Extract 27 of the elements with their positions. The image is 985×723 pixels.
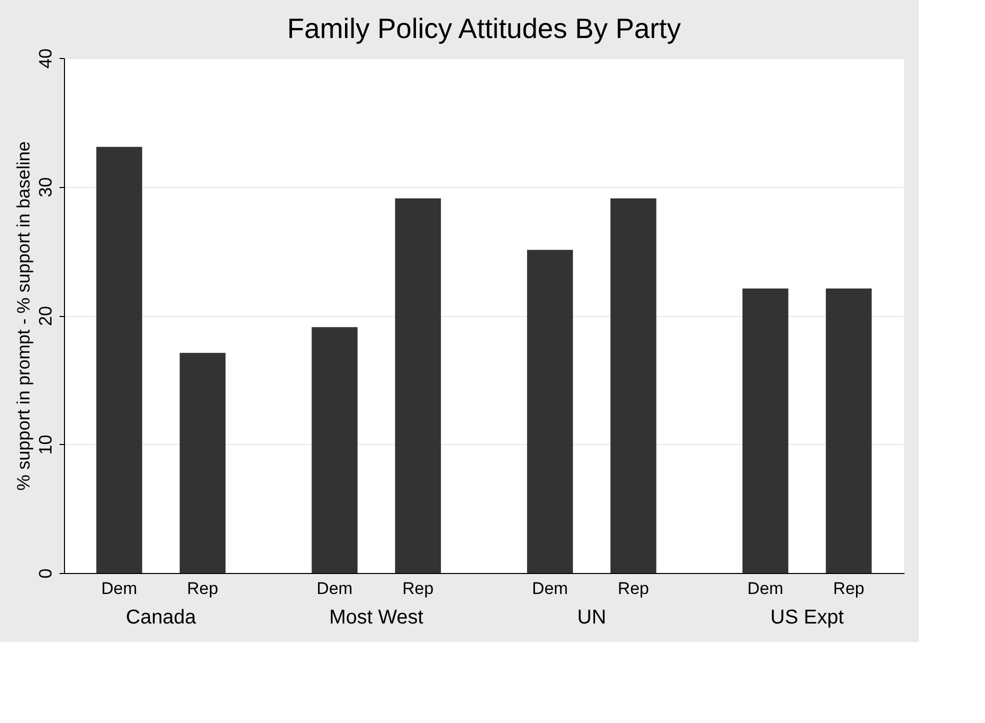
- bar: [395, 198, 441, 573]
- x-tick-label: Most West: [329, 606, 424, 628]
- bar: [742, 288, 788, 573]
- y-axis-title: % support in prompt - % support in baseline: [14, 141, 34, 491]
- series-label: Rep: [187, 579, 218, 598]
- chart-title: Family Policy Attitudes By Party: [287, 12, 681, 44]
- x-tick-label: UN: [577, 606, 606, 628]
- text: Dem: [316, 579, 353, 598]
- bar: [312, 327, 358, 573]
- text: Rep: [618, 579, 649, 598]
- text: Dem: [532, 579, 568, 598]
- y-tick-label: 40: [36, 48, 56, 69]
- y-tick-label: 30: [36, 177, 56, 198]
- x-tick-label: Canada: [126, 606, 197, 628]
- y-tick-label: 20: [36, 306, 56, 326]
- bar: [180, 352, 226, 573]
- text: Dem: [747, 579, 784, 598]
- x-tick-label: US Expt: [770, 606, 844, 628]
- bar: [96, 146, 142, 573]
- text: Rep: [833, 579, 864, 598]
- y-tick-label: 0: [36, 568, 56, 579]
- bar: [826, 288, 872, 573]
- series-label: Dem: [101, 579, 138, 598]
- text: Rep: [402, 579, 434, 598]
- bar: [610, 198, 656, 573]
- bar: [527, 250, 573, 573]
- y-tick-label: 10: [36, 434, 56, 455]
